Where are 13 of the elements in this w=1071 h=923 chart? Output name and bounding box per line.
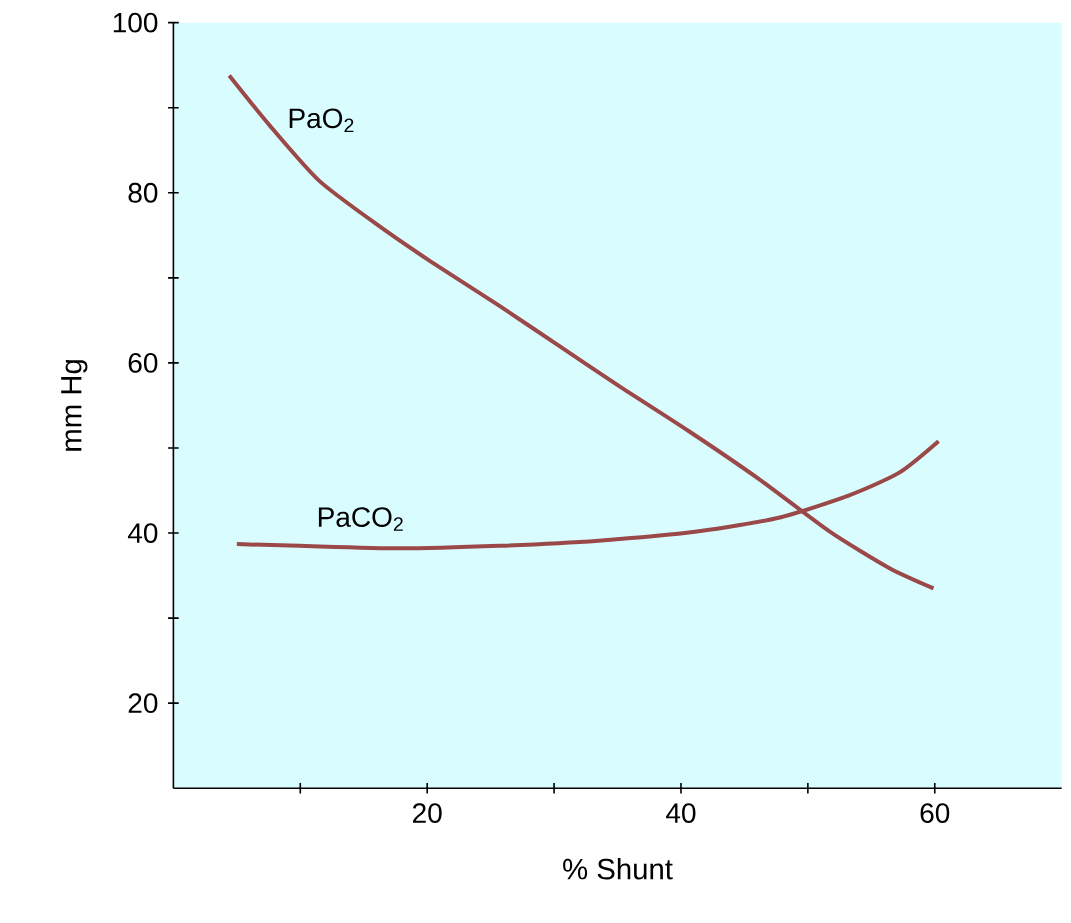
x-axis-title: % Shunt — [563, 857, 673, 880]
y-axis-title: mm Hg — [61, 360, 88, 451]
y-tick-label: 60 — [128, 353, 158, 373]
x-tick-label: 60 — [920, 803, 950, 824]
y-tick-label: 20 — [128, 693, 158, 714]
series-label: PaCO$_{2}$ — [318, 507, 403, 531]
line-series — [227, 73, 936, 591]
series-label: PaO$_{2}$ — [289, 108, 354, 133]
y-tick-label: 80 — [128, 182, 158, 203]
x-tick-label: 20 — [413, 803, 442, 824]
y-tick-label: 40 — [127, 523, 158, 543]
y-tick-label: 100 — [113, 12, 158, 33]
x-tick-label: 40 — [666, 803, 696, 824]
